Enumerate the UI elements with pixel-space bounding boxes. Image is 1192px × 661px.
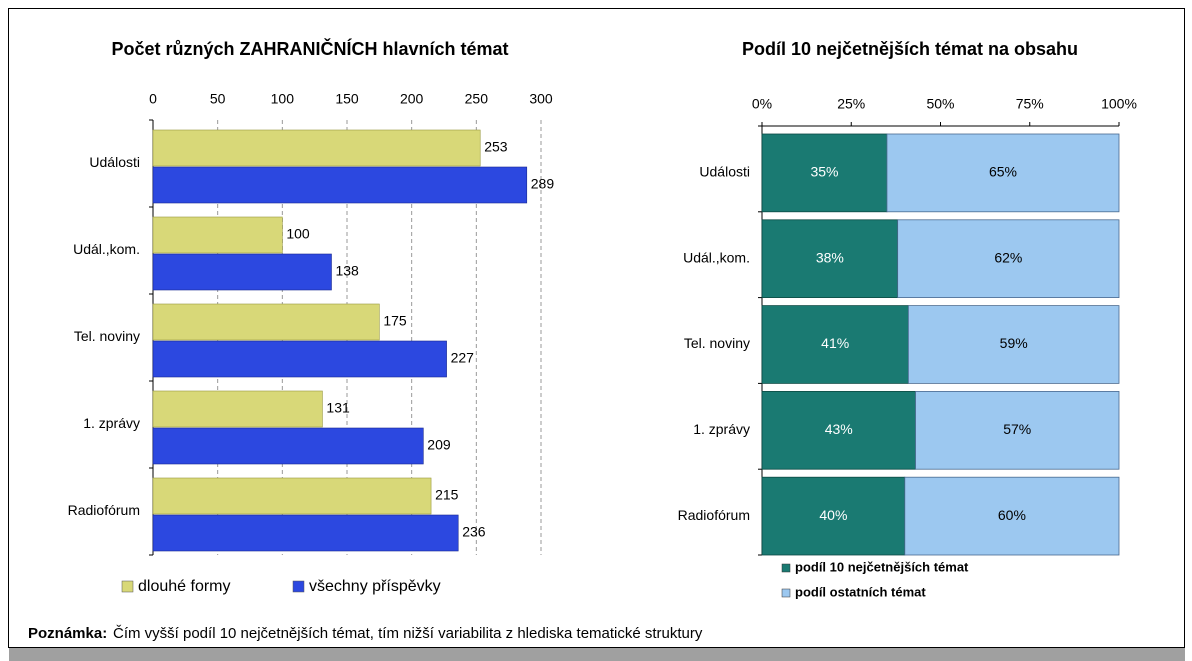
value-label: 35% [810, 164, 838, 180]
legend-swatch [781, 588, 791, 598]
bar [152, 514, 459, 552]
bar-segment [904, 476, 1120, 556]
bar-segment [915, 390, 1120, 470]
legend-label: podíl 10 nejčetnějších témat [795, 559, 969, 574]
y-tick-label: Události [699, 164, 750, 180]
bar-segment [897, 219, 1120, 299]
bar-segment [886, 133, 1120, 213]
value-label: 41% [821, 335, 849, 351]
bar-segment [761, 305, 909, 384]
value-label: 236 [462, 524, 486, 540]
note-text: Čím vyšší podíl 10 nejčetnějších témat, … [113, 625, 703, 642]
x-tick-label: 75% [1016, 96, 1044, 112]
bottom-strip [9, 648, 1185, 661]
value-label: 253 [484, 139, 508, 155]
value-label: 59% [1000, 335, 1028, 351]
value-label: 131 [326, 400, 350, 416]
chart-title: Podíl 10 nejčetnějších témat na obsahu [742, 39, 1078, 59]
value-label: 100 [286, 226, 310, 242]
x-tick-label: 0 [149, 91, 157, 107]
legend-label: podíl ostatních témat [795, 584, 926, 599]
chart-title: Počet různých ZAHRANIČNÍCH hlavních téma… [111, 38, 508, 59]
y-tick-label: Udál.,kom. [683, 249, 750, 265]
x-tick-label: 250 [465, 91, 489, 107]
y-tick-label: Radiofórum [678, 507, 750, 523]
value-label: 62% [994, 249, 1022, 265]
y-tick-label: Udál.,kom. [73, 241, 140, 257]
x-tick-label: 25% [837, 96, 865, 112]
value-label: 289 [531, 176, 555, 192]
bar [152, 253, 332, 291]
bar [152, 129, 481, 167]
value-label: 43% [825, 421, 853, 437]
legend-swatch [781, 563, 791, 573]
bar-segment [907, 305, 1120, 384]
bar-segment [761, 219, 899, 299]
bar [152, 390, 323, 428]
legend-label: všechny příspěvky [309, 578, 441, 595]
bar [152, 340, 447, 378]
value-label: 57% [1003, 421, 1031, 437]
y-tick-label: Tel. noviny [684, 335, 750, 351]
value-label: 209 [427, 437, 451, 453]
x-tick-label: 200 [400, 91, 424, 107]
value-label: 65% [989, 164, 1017, 180]
x-tick-label: 100% [1101, 96, 1137, 112]
y-tick-label: Události [89, 154, 140, 170]
value-label: 175 [383, 313, 407, 329]
y-tick-label: 1. zprávy [693, 421, 750, 437]
x-tick-label: 150 [335, 91, 359, 107]
value-label: 227 [451, 350, 475, 366]
legend-label: dlouhé formy [138, 578, 231, 595]
bar-segment [761, 133, 888, 213]
bar-segment [761, 476, 906, 556]
x-tick-label: 50% [926, 96, 954, 112]
y-tick-label: 1. zprávy [83, 415, 140, 431]
legend-swatch [121, 580, 134, 593]
value-label: 60% [998, 507, 1026, 523]
y-tick-label: Tel. noviny [74, 328, 140, 344]
value-label: 38% [816, 249, 844, 265]
x-tick-label: 100 [271, 91, 295, 107]
legend-swatch [292, 580, 305, 593]
bar [152, 216, 283, 254]
x-tick-label: 300 [529, 91, 553, 107]
x-tick-label: 0% [752, 96, 772, 112]
bar [152, 427, 424, 465]
bar-segment [761, 390, 916, 470]
x-tick-label: 50 [210, 91, 226, 107]
value-label: 215 [435, 487, 459, 503]
y-tick-label: Radiofórum [68, 502, 140, 518]
value-label: 138 [335, 263, 359, 279]
bar [152, 166, 528, 204]
bar [152, 477, 432, 515]
note-label: Poznámka: [28, 625, 107, 642]
bar [152, 303, 380, 341]
value-label: 40% [819, 507, 847, 523]
